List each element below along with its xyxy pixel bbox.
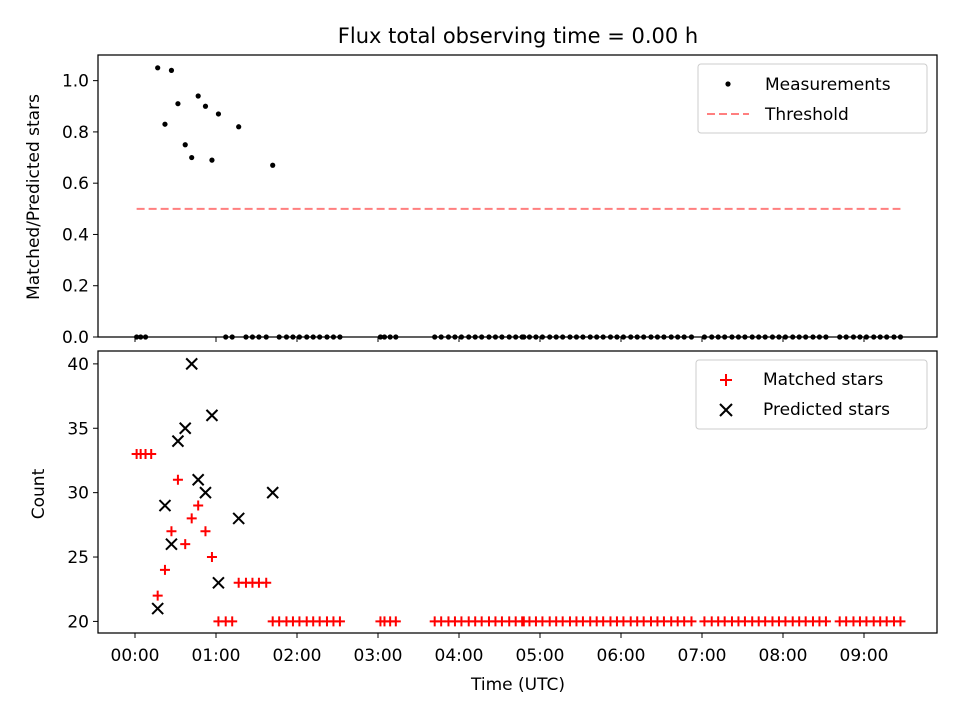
matched-stars-point — [186, 513, 197, 524]
ratio-legend-box — [697, 63, 928, 134]
predicted-stars-point — [165, 537, 178, 551]
measurements-point — [168, 67, 175, 73]
matched-stars-point — [180, 539, 191, 550]
ratio-x-ticks — [134, 337, 865, 342]
ratio-axes-frame — [97, 54, 938, 338]
x-tick-label: 05:00 — [516, 646, 565, 666]
measurements-point — [182, 142, 188, 148]
y-tick-label: 0.8 — [62, 123, 89, 143]
matched-stars-point — [172, 474, 183, 485]
matched-stars-point — [146, 449, 157, 460]
y-tick-label: 35 — [67, 419, 89, 439]
legend-predicted-label: Predicted stars — [763, 400, 890, 420]
measurements-point — [209, 157, 215, 163]
x-tick-label: 02:00 — [273, 646, 322, 666]
matched-stars-point — [820, 616, 831, 627]
y-tick-label: 30 — [67, 484, 89, 504]
x-tick-label: 03:00 — [354, 646, 403, 666]
predicted-stars-point — [232, 512, 245, 525]
y-tick-label: 0.4 — [62, 225, 89, 245]
matched-stars-point — [390, 616, 401, 627]
matched-stars-point — [206, 552, 217, 563]
matched-stars-point — [166, 526, 177, 537]
x-tick-label: 06:00 — [597, 646, 646, 666]
matched-stars-point — [895, 616, 906, 627]
measurements-point — [236, 124, 242, 130]
predicted-stars-point — [158, 499, 172, 512]
counts-marks — [131, 357, 906, 627]
measurements-point — [162, 121, 168, 127]
predicted-stars-point — [205, 409, 219, 422]
measurements-point — [189, 154, 195, 161]
matched-stars-point — [193, 500, 204, 511]
x-tick-label: 08:00 — [759, 646, 808, 666]
matched-stars-point — [200, 526, 211, 537]
legend-measurements-marker — [725, 81, 731, 87]
predicted-stars-point — [266, 486, 279, 499]
counts-y-axis-label: Count — [29, 468, 49, 519]
measurements-point — [155, 65, 161, 71]
counts-panel: 20 25 30 35 40 00:00 01:00 02:00 03:00 04:00 05:0… — [29, 350, 938, 695]
ratio-panel: 0.0 0.2 0.4 0.6 0.8 1.0 Matched/Predicted sta… — [24, 54, 938, 348]
measurements-point — [202, 103, 209, 109]
counts-y-ticks: 20 25 30 35 40 — [67, 355, 98, 632]
matched-stars-point — [686, 616, 697, 627]
y-tick-label: 40 — [67, 355, 89, 375]
x-axis-label: Time (UTC) — [470, 675, 565, 695]
predicted-stars-point — [151, 602, 164, 615]
ratio-y-axis-label: Matched/Predicted stars — [24, 94, 44, 300]
measurements-point — [195, 93, 201, 99]
predicted-stars-point — [171, 434, 185, 448]
ratio-legend: Measurements Threshold — [697, 63, 928, 134]
x-tick-label: 01:00 — [192, 646, 241, 666]
y-tick-label: 0.0 — [62, 328, 89, 348]
y-tick-label: 0.2 — [62, 277, 89, 297]
y-tick-label: 1.0 — [62, 72, 89, 92]
predicted-stars-point — [191, 473, 205, 486]
matched-stars-point — [159, 564, 170, 575]
legend-matched-marker — [720, 374, 732, 386]
predicted-stars-point — [185, 357, 198, 371]
matched-stars-point — [334, 616, 345, 627]
matched-stars-point — [261, 577, 272, 588]
y-tick-label: 20 — [67, 612, 89, 632]
measurements-point — [270, 162, 276, 168]
x-tick-label: 04:00 — [435, 646, 484, 666]
counts-legend-box — [695, 359, 928, 430]
measurements-point — [175, 101, 181, 107]
x-tick-label: 09:00 — [840, 646, 889, 666]
counts-x-ticks: 00:00 01:00 02:00 03:00 04:00 05:00 06:00 07:00… — [111, 633, 889, 666]
x-tick-label: 07:00 — [678, 646, 727, 666]
legend-measurements-label: Measurements — [765, 75, 891, 95]
predicted-stars-point — [199, 486, 212, 499]
measurements-point — [215, 111, 222, 117]
legend-matched-label: Matched stars — [763, 370, 883, 390]
legend-predicted-marker — [719, 403, 733, 417]
legend-threshold-label: Threshold — [764, 105, 849, 125]
predicted-stars-point — [179, 422, 192, 435]
y-tick-label: 25 — [67, 548, 89, 568]
counts-legend: Matched stars Predicted stars — [695, 359, 928, 430]
matched-stars-point — [152, 590, 163, 601]
ratio-y-ticks: 0.0 0.2 0.4 0.6 0.8 1.0 — [62, 72, 98, 348]
matched-stars-point — [227, 616, 238, 627]
x-tick-label: 00:00 — [111, 646, 160, 666]
chart-title: Flux total observing time = 0.00 h — [338, 24, 698, 48]
predicted-stars-point — [212, 576, 225, 589]
counts-axes-frame — [97, 350, 938, 634]
y-tick-label: 0.6 — [62, 174, 89, 194]
